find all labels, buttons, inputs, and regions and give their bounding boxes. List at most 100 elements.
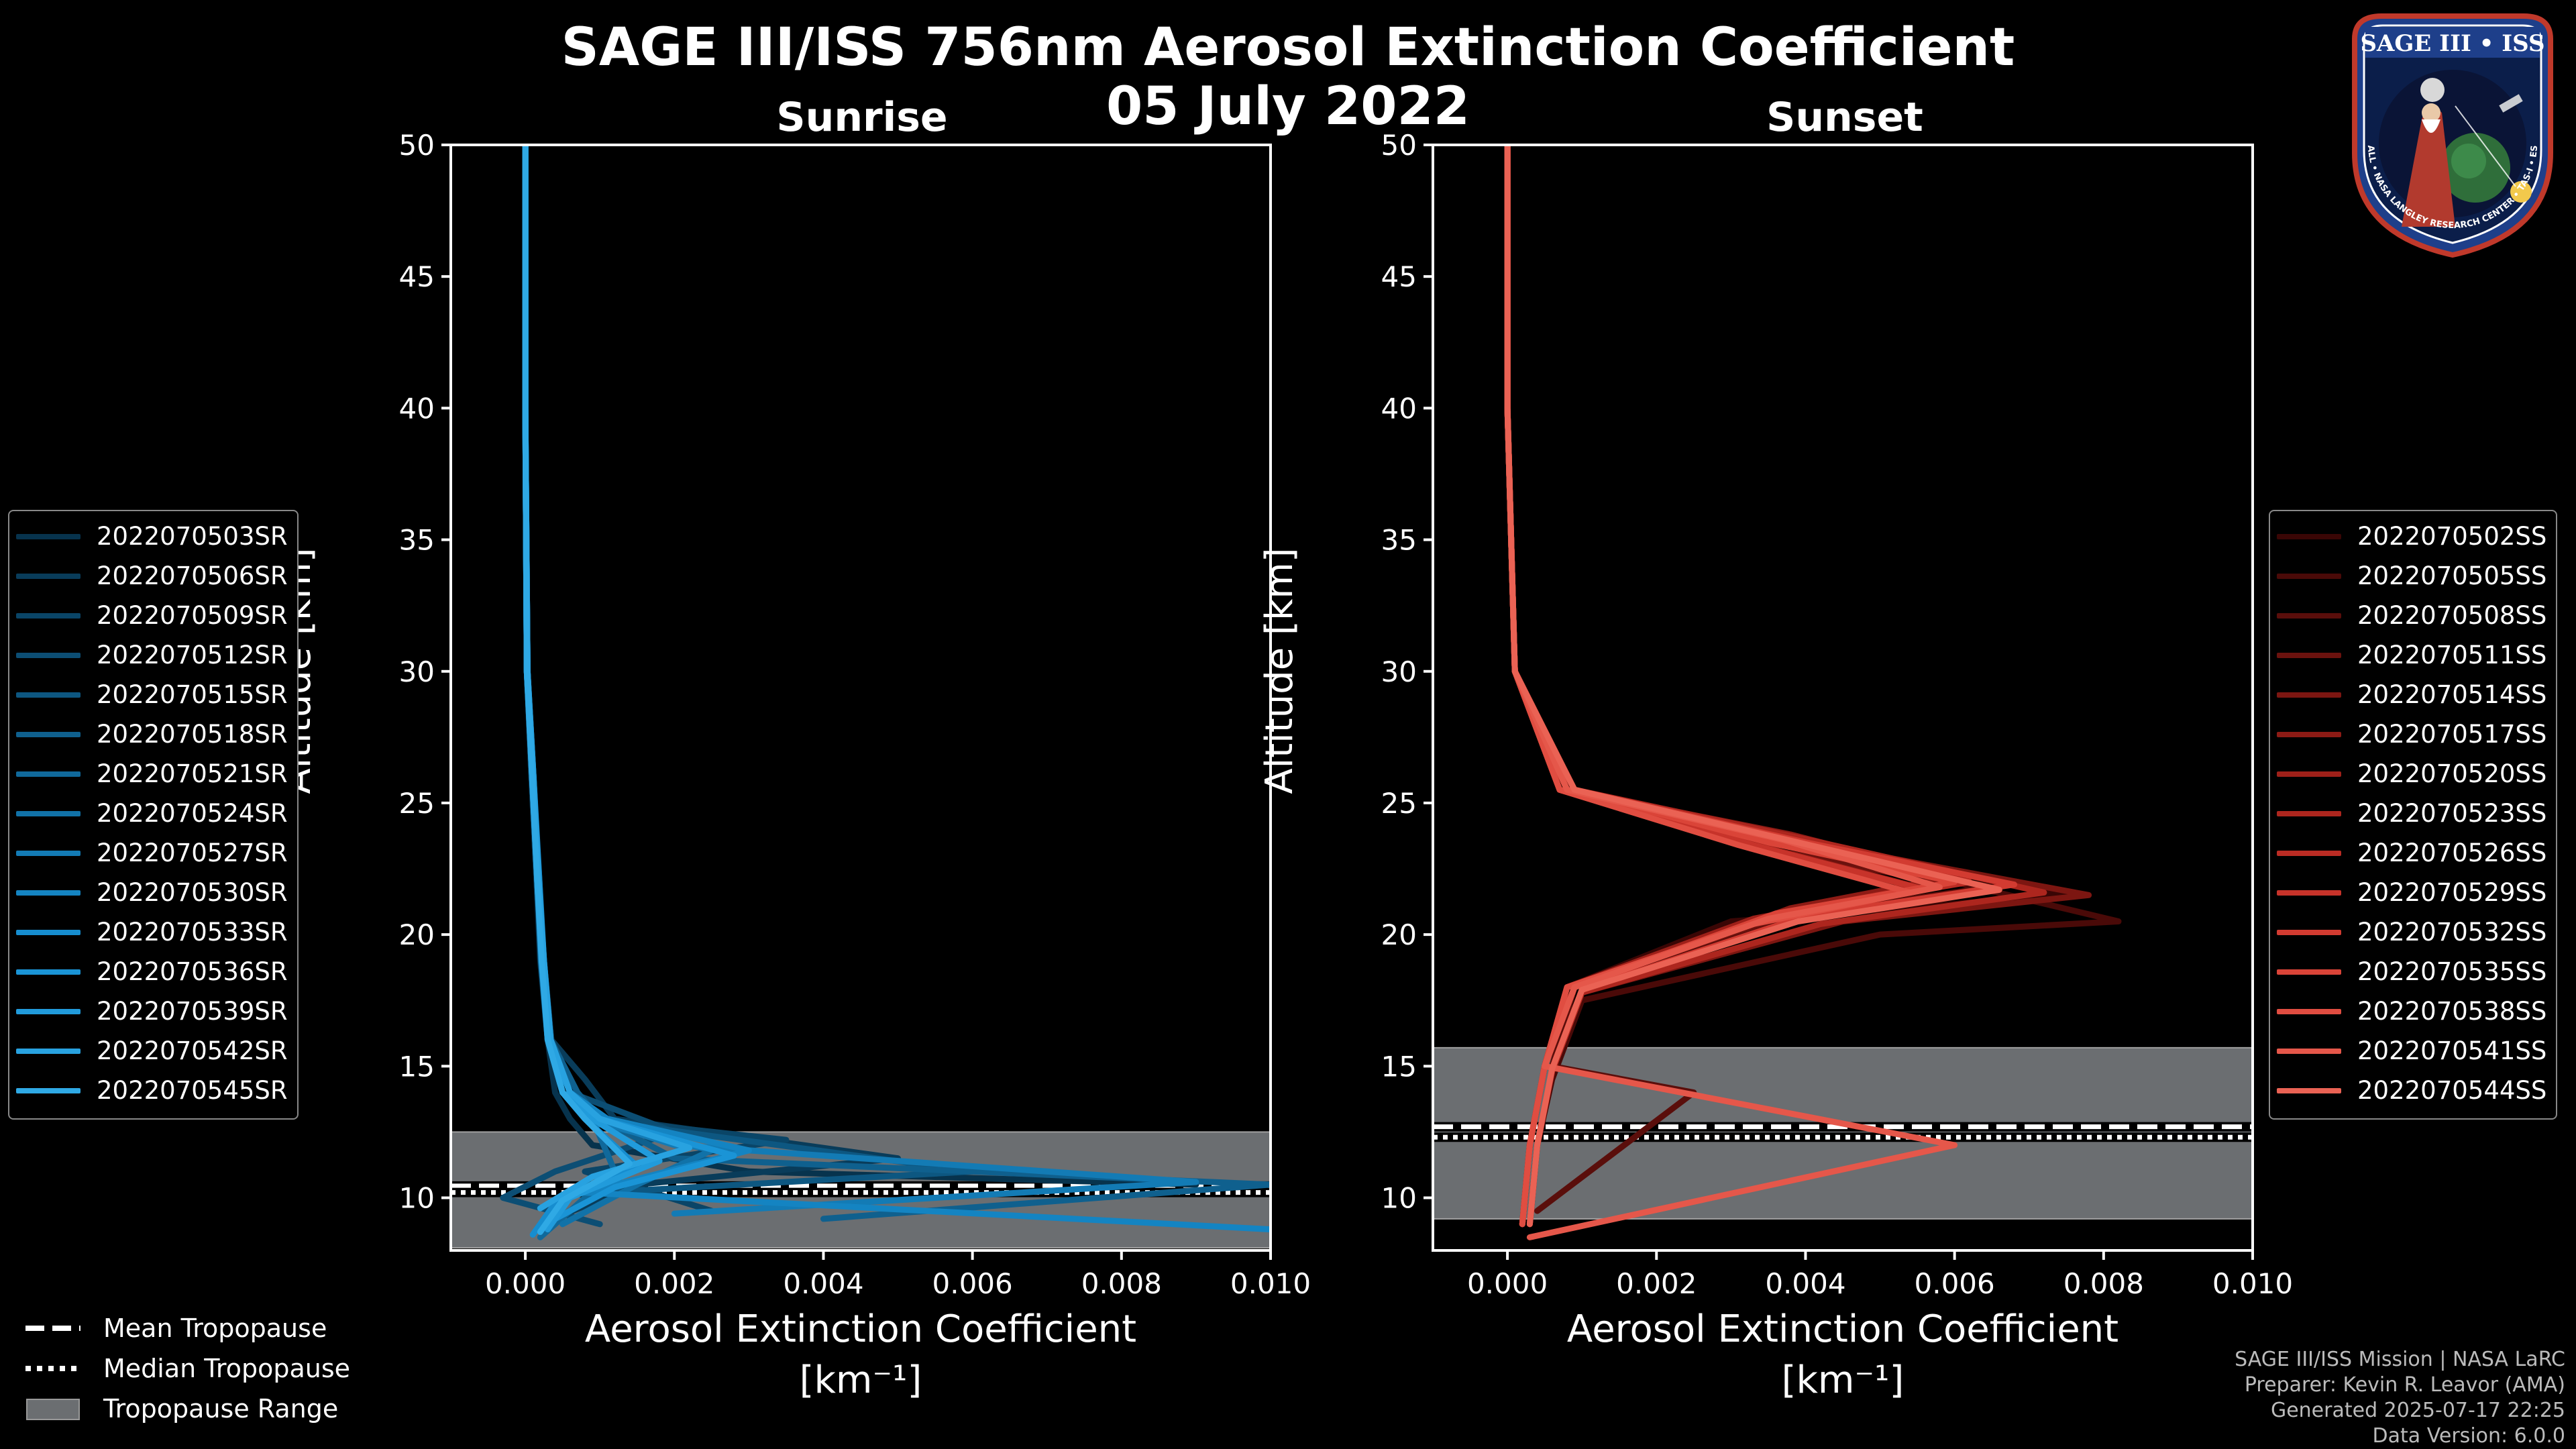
legend-item: 2022070512SR xyxy=(16,635,288,675)
sunset-x-tick-label: 0.008 xyxy=(2063,1267,2144,1300)
sunrise-legend: 2022070503SR 2022070506SR 2022070509SR 2022… xyxy=(8,510,299,1120)
chart-date: 05 July 2022 xyxy=(1106,76,1470,137)
sunset-y-tick-label: 10 xyxy=(1381,1182,1417,1215)
legend-label: 2022070505SS xyxy=(2357,561,2547,590)
sunrise-y-tick-label: 10 xyxy=(399,1182,435,1215)
sunset-x-axis-units: [km⁻¹] xyxy=(1782,1358,1904,1402)
legend-item: 2022070545SR xyxy=(16,1071,288,1110)
sunrise-series-line-2022070545SR xyxy=(522,145,633,1235)
legend-label: 2022070518SR xyxy=(97,720,288,749)
dotted-line-icon xyxy=(25,1366,80,1371)
legend-label: 2022070536SR xyxy=(97,957,288,986)
legend-label: 2022070514SS xyxy=(2357,680,2547,709)
legend-label: 2022070502SS xyxy=(2357,522,2547,551)
sunrise-y-tick-label: 15 xyxy=(399,1050,435,1083)
legend-label: 2022070539SR xyxy=(97,997,288,1026)
legend-label: 2022070509SR xyxy=(97,601,288,630)
legend-swatch xyxy=(2277,890,2341,896)
credits: SAGE III/ISS Mission | NASA LaRC Prepare… xyxy=(2235,1347,2565,1449)
legend-item: 2022070541SS xyxy=(2277,1031,2546,1071)
legend-swatch xyxy=(16,652,80,658)
sunrise-y-tick-label: 35 xyxy=(399,524,435,557)
logo-text: SAGE III • ISS xyxy=(2360,30,2544,57)
sunset-x-axis-label: Aerosol Extinction Coefficient xyxy=(1567,1307,2118,1351)
legend-label: 2022070511SS xyxy=(2357,641,2547,669)
sunset-x-tick-label: 0.002 xyxy=(1616,1267,1697,1300)
sunset-x-tick-label: 0.006 xyxy=(1915,1267,1995,1300)
legend-swatch xyxy=(2277,1048,2341,1054)
dashed-line-icon xyxy=(25,1326,80,1331)
sunrise-x-tick-label: 0.006 xyxy=(932,1267,1013,1300)
sunrise-y-tick-label: 20 xyxy=(399,918,435,951)
sunset-x-tick-label: 0.010 xyxy=(2212,1267,2293,1300)
credits-mission: SAGE III/ISS Mission | NASA LaRC xyxy=(2235,1348,2565,1371)
legend-item: 2022070508SS xyxy=(2277,596,2546,635)
legend-item: 2022070524SR xyxy=(16,794,288,833)
sunrise-x-tick-label: 0.008 xyxy=(1081,1267,1162,1300)
sunset-y-tick-label: 50 xyxy=(1381,129,1417,162)
legend-range-label: Tropopause Range xyxy=(103,1394,339,1424)
legend-label: 2022070506SR xyxy=(97,561,288,590)
legend-item: 2022070532SS xyxy=(2277,912,2546,952)
sunset-legend: 2022070502SS 2022070505SS 2022070508SS 2022… xyxy=(2269,510,2558,1120)
legend-swatch xyxy=(2277,1087,2341,1093)
legend-label: 2022070529SS xyxy=(2357,878,2547,907)
sunset-y-axis-label: Altitude [km] xyxy=(1258,547,1301,794)
legend-label: 2022070532SS xyxy=(2357,918,2547,947)
legend-item: 2022070517SS xyxy=(2277,714,2546,754)
sunset-y-tick-label: 35 xyxy=(1381,524,1417,557)
legend-item: 2022070526SS xyxy=(2277,833,2546,873)
legend-swatch xyxy=(2277,810,2341,816)
legend-swatch xyxy=(2277,771,2341,777)
sunrise-y-tick-label: 40 xyxy=(399,392,435,425)
legend-swatch xyxy=(2277,692,2341,698)
legend-item: 2022070544SS xyxy=(2277,1071,2546,1110)
legend-item: 2022070539SR xyxy=(16,991,288,1031)
legend-label: 2022070524SR xyxy=(97,799,288,828)
sunrise-x-tick-label: 0.000 xyxy=(485,1267,566,1300)
credits-generated: Generated 2025-07-17 22:25 xyxy=(2270,1399,2565,1422)
legend-label: 2022070508SS xyxy=(2357,601,2547,630)
legend-swatch xyxy=(16,612,80,619)
legend-label: 2022070526SS xyxy=(2357,839,2547,867)
chart-title: SAGE III/ISS 756nm Aerosol Extinction Co… xyxy=(561,17,2015,78)
legend-swatch xyxy=(16,771,80,777)
legend-item: 2022070533SR xyxy=(16,912,288,952)
legend-swatch xyxy=(2277,731,2341,737)
sunrise-x-axis-units: [km⁻¹] xyxy=(800,1358,922,1402)
sunset-y-tick-label: 30 xyxy=(1381,655,1417,688)
legend-label: 2022070523SS xyxy=(2357,799,2547,828)
sunset-y-tick-label: 25 xyxy=(1381,787,1417,820)
sunrise-x-tick-label: 0.010 xyxy=(1230,1267,1311,1300)
legend-swatch xyxy=(16,810,80,816)
legend-label: 2022070530SR xyxy=(97,878,288,907)
sunrise-y-tick-label: 45 xyxy=(399,260,435,293)
legend-swatch xyxy=(2277,850,2341,856)
sunset-y-tick-label: 40 xyxy=(1381,392,1417,425)
tropopause-legend: Mean Tropopause Median Tropopause Tropop… xyxy=(23,1308,350,1429)
legend-swatch xyxy=(2277,612,2341,619)
credits-preparer: Preparer: Kevin R. Leavor (AMA) xyxy=(2244,1373,2565,1397)
legend-item: 2022070502SS xyxy=(2277,517,2546,556)
legend-median-label: Median Tropopause xyxy=(103,1354,350,1383)
legend-item: 2022070509SR xyxy=(16,596,288,635)
legend-item: 2022070520SS xyxy=(2277,754,2546,794)
sunset-x-tick-label: 0.000 xyxy=(1467,1267,1548,1300)
legend-label: 2022070542SR xyxy=(97,1036,288,1065)
sunset-axes-frame xyxy=(1432,144,2254,1252)
legend-label: 2022070541SS xyxy=(2357,1036,2547,1065)
legend-swatch xyxy=(16,969,80,975)
sunrise-x-axis-label: Aerosol Extinction Coefficient xyxy=(585,1307,1136,1351)
legend-swatch xyxy=(16,890,80,896)
credits-version: Data Version: 6.0.0 xyxy=(2372,1424,2565,1448)
legend-item: 2022070506SR xyxy=(16,556,288,596)
legend-item: 2022070514SS xyxy=(2277,675,2546,714)
legend-item: 2022070536SR xyxy=(16,952,288,991)
sunrise-x-tick-label: 0.004 xyxy=(783,1267,863,1300)
legend-median-tropopause: Median Tropopause xyxy=(23,1348,350,1389)
legend-label: 2022070517SS xyxy=(2357,720,2547,749)
legend-swatch xyxy=(2277,1008,2341,1014)
sunset-y-tick-label: 15 xyxy=(1381,1050,1417,1083)
legend-item: 2022070542SR xyxy=(16,1031,288,1071)
